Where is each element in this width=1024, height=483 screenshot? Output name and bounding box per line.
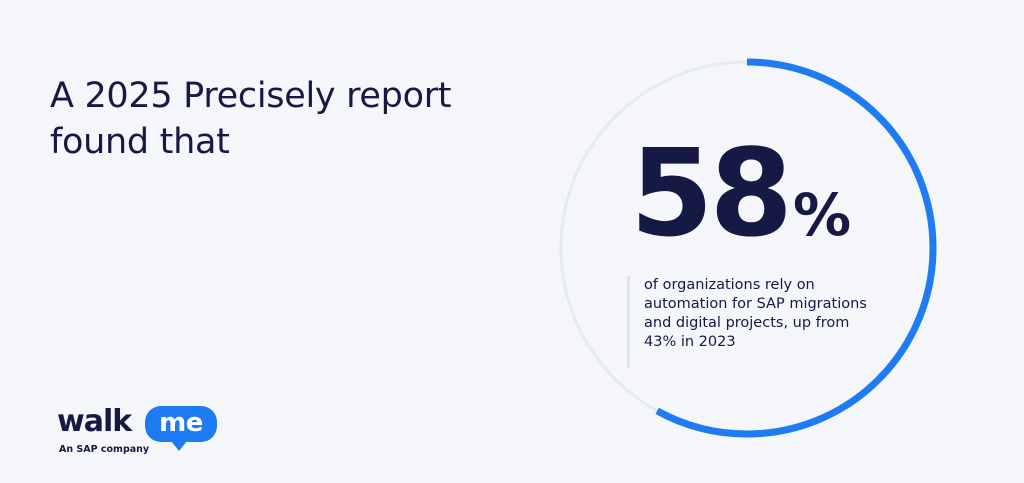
walkme-logo: walk me An SAP company — [57, 402, 227, 462]
stat-percent-sign: % — [793, 181, 852, 249]
stat-description-line-1: of organizations rely on — [644, 277, 815, 293]
logo-speech-bubble-icon: me — [145, 406, 217, 451]
stat-description-line-2: automation for SAP migrations — [644, 296, 867, 312]
logo-tagline: An SAP company — [59, 444, 150, 455]
logo-walk-text: walk — [57, 404, 132, 439]
stat-percentage: 58% — [630, 135, 851, 275]
stat-description-line-3: and digital projects, up from — [644, 315, 850, 331]
headline-line-1: A 2025 Precisely report — [50, 76, 452, 116]
headline: A 2025 Precisely report found that — [50, 73, 510, 165]
stat-number: 58 — [630, 125, 793, 264]
progress-ring-fill — [557, 58, 937, 438]
headline-line-2: found that — [50, 122, 230, 162]
stat-description-text: of organizations rely on automation for … — [644, 276, 894, 352]
stat-description-line-4: 43% in 2023 — [644, 334, 736, 350]
stat-description: of organizations rely on automation for … — [627, 276, 894, 368]
logo-me-text: me — [159, 408, 203, 438]
